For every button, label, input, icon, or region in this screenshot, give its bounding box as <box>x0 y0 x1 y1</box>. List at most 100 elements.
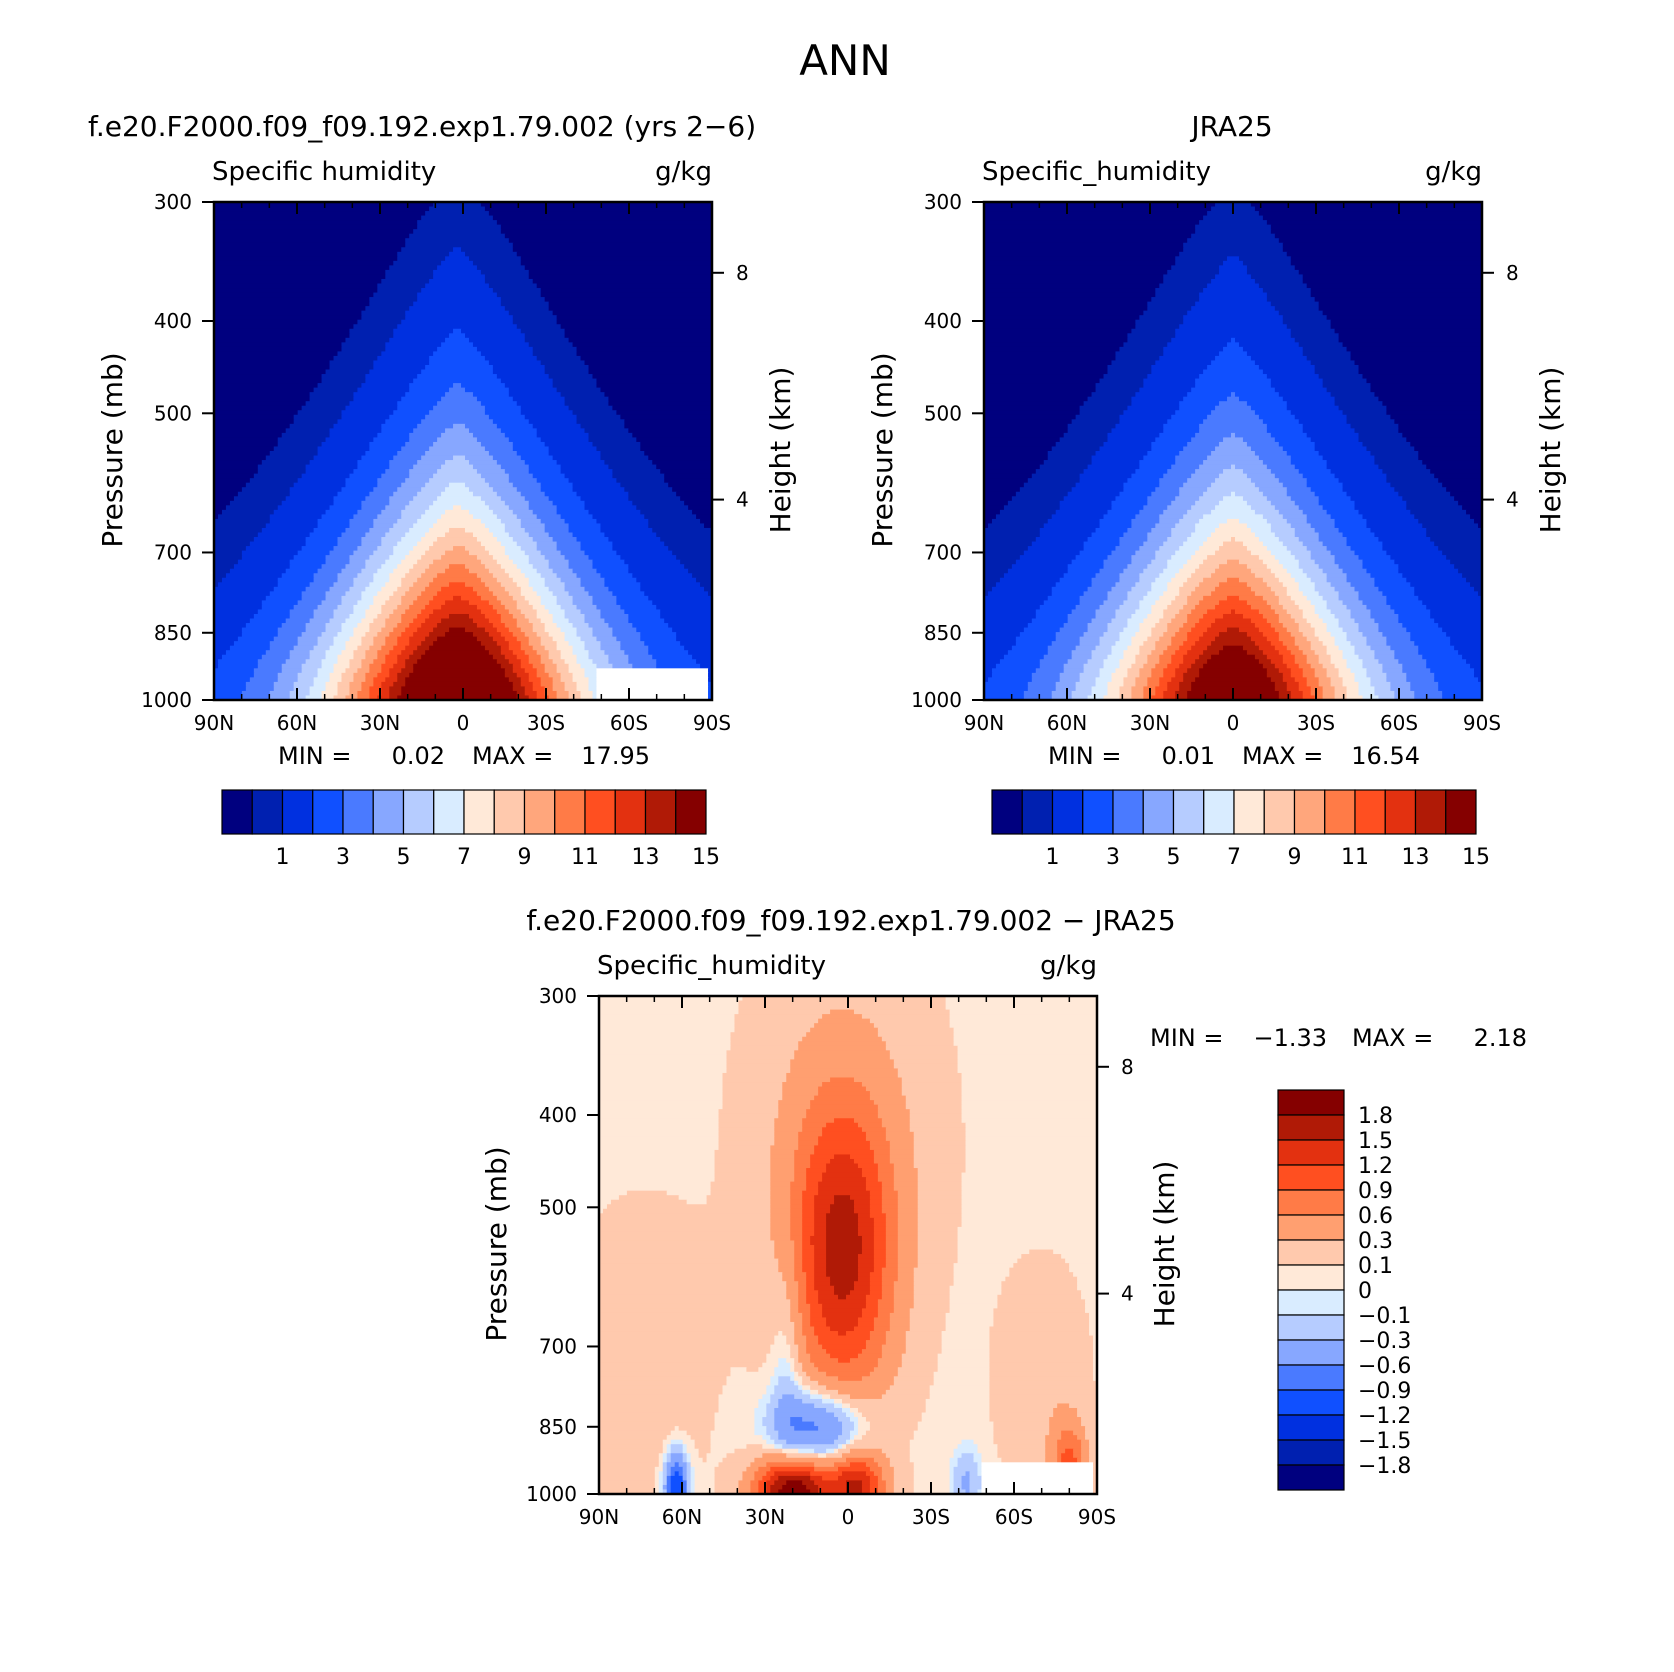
field-cell <box>909 1439 963 1445</box>
field-cell <box>425 636 438 642</box>
field-cell <box>802 1263 815 1269</box>
field-cell <box>818 1140 871 1146</box>
field-cell <box>544 627 562 633</box>
field-cell <box>214 690 243 697</box>
colorbar-swatch <box>991 789 1023 835</box>
field-cell <box>818 1290 835 1296</box>
field-cell <box>1246 564 1268 570</box>
field-cell <box>961 1217 1098 1223</box>
field-cell <box>620 555 677 561</box>
field-cell <box>865 1131 887 1137</box>
field-cell <box>881 1344 907 1350</box>
field-cell <box>1203 369 1264 375</box>
field-cell <box>321 695 335 701</box>
field-cell <box>369 491 394 497</box>
field-cell <box>1338 564 1364 570</box>
field-cell <box>1163 351 1220 357</box>
field-cell <box>580 609 602 615</box>
field-cell <box>664 473 713 479</box>
field-cell <box>484 613 502 620</box>
field-cell <box>552 613 566 620</box>
field-cell <box>1061 1254 1098 1260</box>
field-cell <box>1358 654 1376 660</box>
field-cell <box>1215 618 1252 624</box>
field-cell <box>512 681 522 688</box>
field-cell <box>596 668 709 674</box>
colorbar-label: −0.6 <box>1358 1354 1411 1379</box>
field-cell <box>214 505 227 511</box>
field-cell <box>1274 233 1483 239</box>
field-cell <box>528 269 713 276</box>
field-cell <box>500 645 510 651</box>
field-cell <box>1298 627 1316 633</box>
field-cell <box>508 478 538 484</box>
field-cell <box>1350 668 1368 674</box>
field-cell <box>1318 659 1332 665</box>
field-cell <box>1139 627 1152 633</box>
field-cell <box>933 1371 991 1377</box>
field-cell <box>532 351 578 357</box>
field-cell <box>560 677 574 683</box>
field-cell <box>1350 351 1483 357</box>
colorbar-label: 0.3 <box>1358 1229 1393 1254</box>
field-cell <box>1009 1267 1070 1273</box>
field-cell <box>269 451 319 457</box>
field-cell <box>1322 641 1336 647</box>
field-cell <box>802 1190 819 1196</box>
field-cell <box>1127 405 1180 411</box>
field-cell <box>1023 690 1053 697</box>
field-cell <box>984 251 1180 257</box>
field-cell <box>1211 591 1256 597</box>
field-cell <box>1270 677 1284 683</box>
field-cell <box>790 1349 799 1355</box>
field-cell <box>297 600 323 606</box>
field-cell <box>592 564 629 570</box>
field-cell <box>413 428 446 434</box>
field-cell <box>568 690 582 697</box>
field-cell <box>984 315 1140 321</box>
field-cell <box>806 1113 879 1119</box>
field-cell <box>969 1489 979 1495</box>
field-cell <box>658 1484 664 1491</box>
field-cell <box>405 645 418 651</box>
field-cell <box>496 595 514 601</box>
field-cell <box>881 1267 899 1273</box>
field-cell <box>504 654 518 660</box>
field-cell <box>233 496 287 502</box>
field-cell <box>433 473 482 479</box>
field-cell <box>480 401 518 407</box>
field-cell <box>417 613 430 620</box>
field-cell <box>1107 681 1125 688</box>
field-cell <box>692 654 713 660</box>
field-cell <box>1079 677 1097 683</box>
field-cell <box>798 1281 807 1287</box>
field-cell <box>341 595 363 601</box>
field-cell <box>794 1276 807 1282</box>
field-cell <box>599 1254 775 1260</box>
field-cell <box>1290 455 1324 461</box>
field-cell <box>1139 315 1184 321</box>
field-cell <box>853 1204 871 1210</box>
field-cell <box>397 256 446 262</box>
field-cell <box>1338 337 1483 343</box>
colorbar-label: 5 <box>397 845 411 870</box>
field-cell <box>349 333 394 339</box>
field-cell <box>1310 292 1483 298</box>
field-cell <box>377 672 390 678</box>
field-cell <box>397 401 438 407</box>
field-cell <box>568 405 613 411</box>
field-cell <box>1290 333 1340 339</box>
field-cell <box>722 1104 779 1110</box>
field-cell <box>965 1471 971 1477</box>
field-cell <box>774 1118 803 1124</box>
field-cell <box>472 392 510 398</box>
field-cell <box>1103 374 1148 380</box>
field-cell <box>389 632 402 638</box>
field-cell <box>1278 509 1304 515</box>
field-cell <box>877 1462 891 1468</box>
field-cell <box>214 527 263 534</box>
field-cell <box>1207 364 1260 371</box>
field-cell <box>869 1281 883 1287</box>
field-cell <box>818 1367 875 1373</box>
